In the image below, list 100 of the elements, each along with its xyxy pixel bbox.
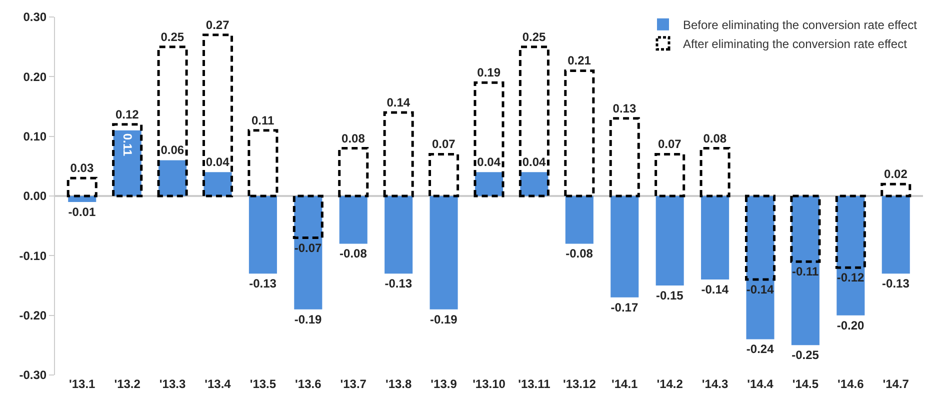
bar bbox=[835, 194, 866, 269]
data-label: -0.07 bbox=[294, 240, 322, 255]
data-label: -0.13 bbox=[249, 276, 277, 291]
bar bbox=[564, 69, 595, 198]
data-label: -0.08 bbox=[566, 246, 594, 261]
bar bbox=[384, 196, 413, 274]
data-label: -0.24 bbox=[746, 342, 774, 356]
data-label: 0.04 bbox=[522, 155, 546, 170]
data-label: 0.08 bbox=[703, 131, 727, 146]
data-label: 0.03 bbox=[70, 161, 94, 176]
bar bbox=[66, 176, 98, 198]
x-tick-label: '13.6 bbox=[295, 377, 322, 391]
bar bbox=[744, 194, 776, 281]
y-tick-label: -0.10 bbox=[19, 248, 47, 263]
bar bbox=[565, 196, 594, 244]
x-tick-label: '13.3 bbox=[159, 377, 186, 391]
bar bbox=[292, 194, 324, 240]
bar bbox=[656, 196, 684, 286]
data-label: -0.11 bbox=[792, 264, 819, 279]
data-label: -0.01 bbox=[68, 204, 96, 219]
y-tick-label: -0.30 bbox=[19, 368, 47, 382]
bar bbox=[700, 147, 730, 198]
data-label: -0.12 bbox=[836, 270, 865, 285]
data-label: 0.13 bbox=[612, 101, 636, 116]
x-tick-label: '14.5 bbox=[792, 377, 819, 391]
bar bbox=[294, 196, 322, 310]
x-tick-label: '14.1 bbox=[612, 377, 638, 391]
bar bbox=[248, 129, 278, 198]
data-label: 0.06 bbox=[160, 143, 184, 158]
bar bbox=[430, 196, 458, 310]
data-label: -0.13 bbox=[384, 276, 412, 291]
bar bbox=[654, 152, 686, 198]
y-tick-label: 0.30 bbox=[23, 10, 47, 24]
bar bbox=[701, 196, 730, 280]
data-label: 0.19 bbox=[477, 66, 501, 80]
data-label: -0.13 bbox=[882, 276, 910, 291]
data-label: 0.07 bbox=[432, 137, 456, 152]
y-tick-label: 0.10 bbox=[23, 130, 47, 144]
bar bbox=[202, 34, 234, 198]
data-label: 0.02 bbox=[884, 167, 908, 182]
x-tick-label: '13.4 bbox=[204, 377, 232, 391]
data-label: 0.25 bbox=[522, 30, 546, 44]
x-tick-label: '13.11 bbox=[518, 377, 551, 391]
bar bbox=[609, 117, 640, 198]
y-tick-label: 0.00 bbox=[23, 189, 47, 204]
data-label: -0.15 bbox=[656, 288, 684, 302]
data-label: 0.08 bbox=[342, 131, 366, 146]
data-label: -0.19 bbox=[294, 312, 322, 326]
data-label: -0.14 bbox=[701, 282, 729, 297]
bar bbox=[518, 46, 550, 198]
x-tick-label: '14.3 bbox=[702, 377, 728, 391]
bar bbox=[882, 196, 910, 274]
x-tick-label: '13.2 bbox=[114, 377, 141, 391]
legend-label: After eliminating the conversion rate effect bbox=[683, 37, 908, 52]
data-label: 0.14 bbox=[386, 95, 410, 110]
bar bbox=[112, 123, 143, 198]
bar bbox=[204, 172, 232, 196]
x-tick-label: '14.4 bbox=[747, 377, 774, 391]
bar bbox=[836, 196, 865, 316]
x-tick-label: '13.8 bbox=[385, 377, 412, 391]
bar bbox=[474, 81, 504, 198]
x-tick-label: '14.2 bbox=[656, 377, 684, 391]
x-tick-label: '13.10 bbox=[472, 377, 506, 391]
data-label: 0.27 bbox=[206, 18, 230, 32]
data-label: 0.11 bbox=[120, 133, 134, 156]
data-label: 0.12 bbox=[115, 107, 140, 122]
data-label: -0.19 bbox=[430, 312, 458, 326]
bar bbox=[791, 196, 820, 346]
y-tick-label: 0.20 bbox=[23, 70, 47, 84]
data-label: -0.25 bbox=[792, 348, 820, 362]
data-label: -0.14 bbox=[746, 282, 774, 297]
bar bbox=[790, 194, 821, 263]
bar bbox=[339, 196, 368, 244]
x-tick-label: '13.7 bbox=[340, 377, 367, 391]
bar bbox=[610, 196, 639, 298]
x-tick-label: '13.5 bbox=[250, 377, 276, 391]
data-label: 0.04 bbox=[206, 155, 230, 170]
x-tick-label: '13.9 bbox=[430, 377, 458, 391]
bar bbox=[157, 46, 188, 198]
bar bbox=[248, 196, 277, 274]
bar bbox=[880, 182, 912, 198]
bar bbox=[158, 160, 187, 196]
data-label: 0.21 bbox=[568, 54, 592, 68]
bar bbox=[428, 152, 460, 198]
data-label: -0.20 bbox=[836, 318, 865, 332]
x-tick-label: '14.6 bbox=[838, 377, 864, 391]
data-label: -0.08 bbox=[340, 246, 368, 261]
data-label: 0.04 bbox=[477, 155, 501, 170]
data-label: 0.07 bbox=[658, 137, 682, 152]
y-tick-label: -0.20 bbox=[19, 308, 47, 323]
data-label: 0.11 bbox=[251, 113, 274, 128]
x-tick-label: '14.7 bbox=[882, 377, 910, 391]
bar bbox=[520, 172, 548, 196]
bar bbox=[383, 111, 414, 198]
bar bbox=[338, 147, 369, 198]
data-label: 0.25 bbox=[160, 30, 184, 44]
legend-label: Before eliminating the conversion rate effect bbox=[683, 18, 918, 32]
x-tick-label: '13.12 bbox=[562, 377, 596, 391]
bar bbox=[746, 196, 774, 340]
data-label: -0.17 bbox=[610, 300, 638, 314]
